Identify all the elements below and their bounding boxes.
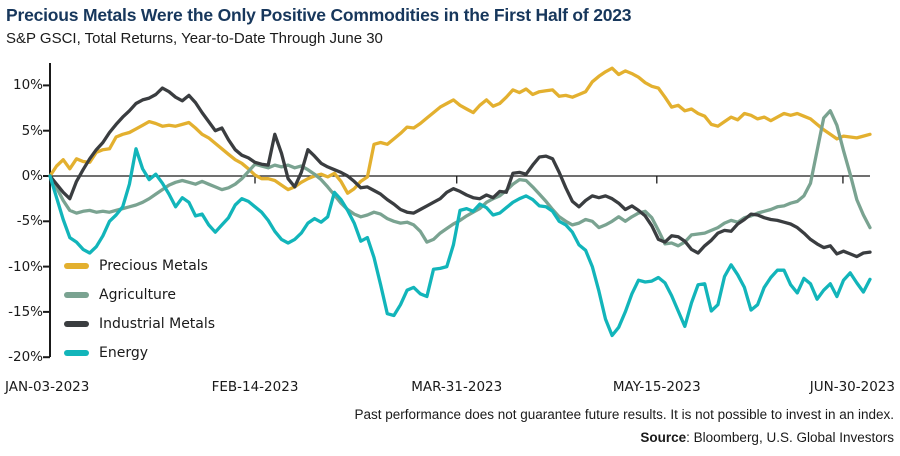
chart-subtitle: S&P GSCI, Total Returns, Year-to-Date Th… — [6, 30, 383, 47]
legend-label: Industrial Metals — [99, 316, 216, 332]
disclaimer-text: Past performance does not guarantee futu… — [354, 407, 894, 422]
series-line-industrial-metals — [48, 86, 872, 259]
series-line-agriculture — [48, 109, 872, 248]
y-axis-label: -20% — [8, 349, 43, 366]
series-line-energy — [48, 147, 872, 338]
y-axis-label: -10% — [8, 258, 43, 275]
legend-swatch-icon — [64, 321, 89, 327]
legend-label: Energy — [99, 345, 149, 361]
legend-item-precious-metals: Precious Metals — [64, 258, 215, 274]
y-axis-label: 5% — [21, 122, 43, 139]
legend-item-energy: Energy — [64, 345, 215, 361]
source-label: Source — [640, 430, 687, 445]
source-detail: : Bloomberg, U.S. Global Investors — [686, 430, 894, 445]
legend-label: Precious Metals — [99, 258, 208, 274]
legend-item-industrial-metals: Industrial Metals — [64, 316, 215, 332]
x-axis-label: JAN-03-2023 — [5, 379, 90, 395]
x-axis-label: MAY-15-2023 — [612, 379, 701, 395]
x-axis-label: MAR-31-2023 — [411, 379, 503, 395]
legend-swatch-icon — [64, 263, 89, 269]
chart-title: Precious Metals Were the Only Positive C… — [6, 5, 632, 25]
legend-swatch-icon — [64, 292, 89, 298]
y-axis-label: 0% — [21, 168, 43, 184]
y-axis-label: -5% — [16, 213, 43, 230]
legend-swatch-icon — [64, 350, 89, 356]
series-line-precious-metals — [48, 66, 872, 195]
source-text: Source: Bloomberg, U.S. Global Investors — [640, 430, 894, 445]
y-axis-label: -15% — [8, 303, 43, 320]
legend-item-agriculture: Agriculture — [64, 287, 215, 303]
legend: Precious Metals Agriculture Industrial Met… — [64, 258, 215, 361]
y-axis-label: 10% — [12, 77, 43, 94]
legend-label: Agriculture — [99, 287, 176, 303]
x-axis-label: JUN-30-2023 — [809, 379, 895, 395]
x-axis-label: FEB-14-2023 — [211, 379, 299, 395]
